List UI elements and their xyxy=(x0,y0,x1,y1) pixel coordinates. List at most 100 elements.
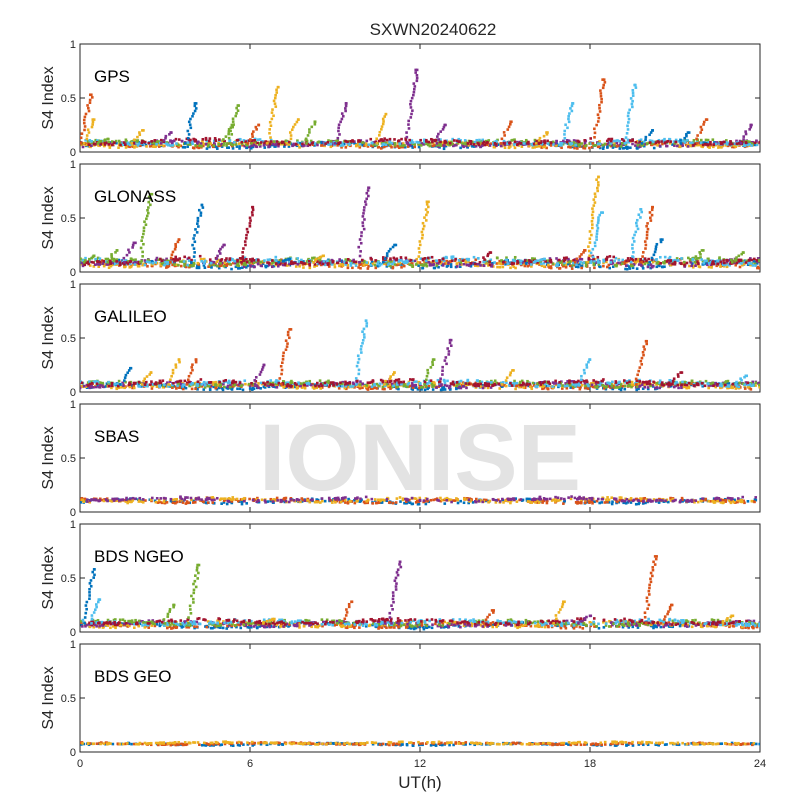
data-point xyxy=(100,259,104,262)
data-point xyxy=(687,256,690,260)
data-point xyxy=(663,255,667,259)
data-point xyxy=(645,233,649,237)
data-point xyxy=(221,387,224,390)
data-point xyxy=(540,262,543,266)
data-point xyxy=(714,385,718,389)
data-point xyxy=(563,384,567,388)
data-point xyxy=(600,97,603,101)
data-point xyxy=(137,142,141,146)
data-point xyxy=(439,142,442,146)
data-point xyxy=(640,144,643,147)
data-point xyxy=(157,143,160,147)
data-point xyxy=(423,138,426,142)
data-point xyxy=(252,387,256,391)
data-point xyxy=(695,142,699,145)
data-point xyxy=(593,201,597,204)
data-point xyxy=(685,134,688,138)
data-point xyxy=(751,380,754,384)
data-point xyxy=(597,383,600,387)
data-point xyxy=(432,266,436,270)
data-point xyxy=(202,388,206,391)
data-point xyxy=(121,381,124,385)
data-point xyxy=(153,142,157,146)
data-point xyxy=(677,386,680,390)
data-point xyxy=(293,123,297,126)
data-point xyxy=(648,260,652,264)
data-point xyxy=(308,143,312,147)
data-point xyxy=(90,384,93,388)
data-point xyxy=(107,380,110,384)
data-point xyxy=(599,143,603,146)
data-point xyxy=(510,261,514,265)
data-point xyxy=(345,261,348,265)
data-point xyxy=(601,143,605,147)
data-point xyxy=(318,260,322,263)
data-point xyxy=(634,140,638,144)
data-point xyxy=(85,137,89,141)
data-point xyxy=(593,266,596,270)
data-point xyxy=(644,135,648,139)
data-point xyxy=(700,249,704,252)
data-point xyxy=(392,256,396,260)
data-point xyxy=(482,256,485,259)
data-point xyxy=(596,221,600,225)
data-point xyxy=(207,141,211,144)
data-point xyxy=(217,266,221,270)
data-point xyxy=(565,386,569,390)
data-point xyxy=(735,142,739,145)
data-point xyxy=(90,140,93,143)
y-axis-label: S4 Index xyxy=(40,306,57,369)
data-point xyxy=(626,114,630,118)
data-point xyxy=(266,140,269,144)
data-point xyxy=(291,384,295,388)
data-point xyxy=(639,216,642,219)
data-point xyxy=(122,141,126,144)
data-point xyxy=(269,140,273,143)
data-point xyxy=(432,263,435,267)
data-point xyxy=(256,138,260,141)
data-point xyxy=(275,88,278,92)
data-point xyxy=(281,380,285,383)
data-point xyxy=(90,96,94,99)
data-point xyxy=(560,380,563,383)
data-point xyxy=(490,381,493,384)
data-point xyxy=(729,140,732,143)
data-point xyxy=(719,265,722,268)
data-point xyxy=(423,216,426,219)
data-point xyxy=(385,382,388,386)
data-point xyxy=(431,259,435,263)
data-point xyxy=(631,255,634,258)
data-point xyxy=(688,264,691,268)
data-point xyxy=(563,133,566,136)
data-point xyxy=(165,257,168,261)
data-point xyxy=(250,142,253,145)
data-point xyxy=(539,140,543,143)
data-point xyxy=(105,385,108,388)
data-point xyxy=(406,260,409,264)
data-point xyxy=(317,256,321,260)
data-point xyxy=(519,142,523,145)
data-point xyxy=(416,260,420,264)
data-point xyxy=(500,381,504,385)
data-point xyxy=(525,260,529,264)
data-point xyxy=(419,138,422,142)
spike-peak-point xyxy=(543,257,546,261)
data-point xyxy=(205,139,209,143)
data-point xyxy=(193,251,196,254)
data-point xyxy=(183,264,186,267)
data-point xyxy=(734,387,738,390)
data-point xyxy=(196,219,200,223)
data-point xyxy=(344,146,348,149)
data-point xyxy=(106,262,110,266)
data-point xyxy=(469,140,473,143)
data-point xyxy=(595,238,598,241)
data-point xyxy=(274,105,278,108)
data-point xyxy=(689,261,693,264)
data-point xyxy=(110,257,114,260)
data-point xyxy=(259,260,263,264)
data-point xyxy=(558,258,561,262)
data-point xyxy=(698,265,702,269)
data-point xyxy=(542,386,546,390)
data-point xyxy=(572,259,575,262)
data-point xyxy=(392,260,396,264)
